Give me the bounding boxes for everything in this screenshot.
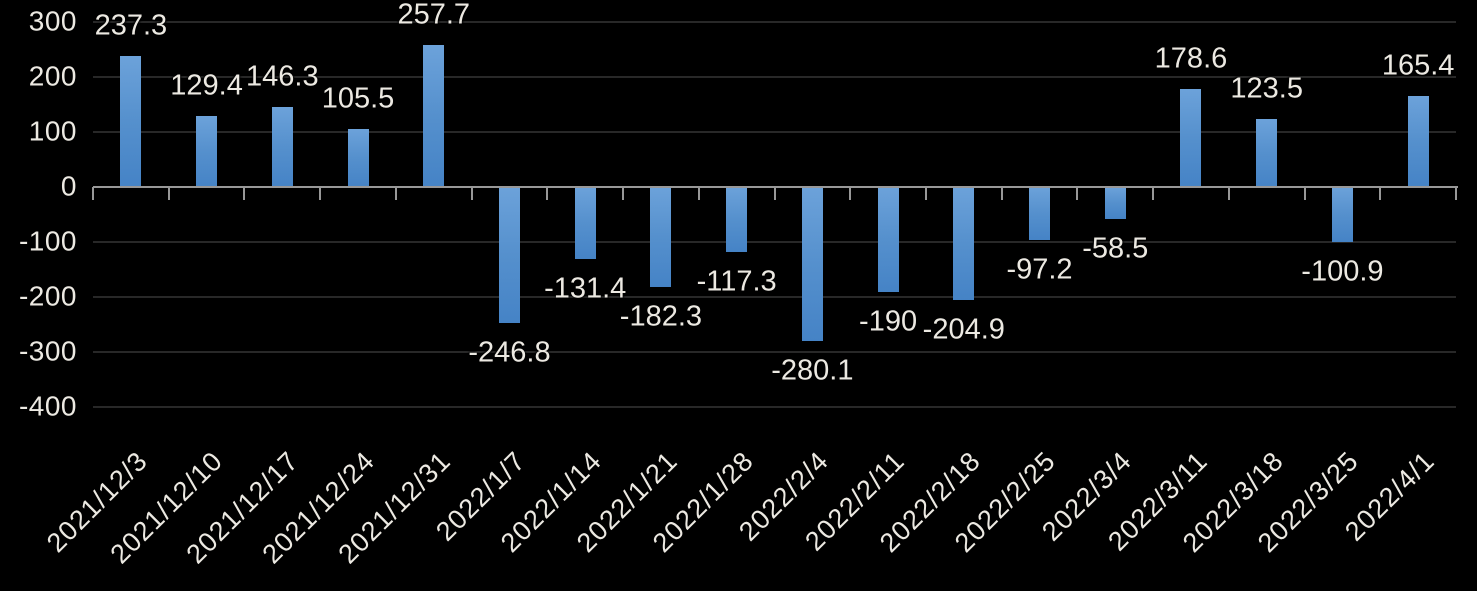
bar [423,45,445,187]
y-axis-label: 300 [28,5,77,37]
x-axis-tick [470,187,473,200]
x-axis-tick [319,187,322,200]
gridline [93,351,1456,353]
bar [1407,96,1429,187]
bar-value-label: 146.3 [246,60,319,93]
y-axis-label: 200 [28,60,77,92]
bar [1256,119,1278,187]
x-axis-tick [243,187,246,200]
gridline [93,21,1456,23]
bar-value-label: -97.2 [1006,253,1073,286]
bar-value-label: 129.4 [170,69,243,102]
x-axis-tick [167,187,170,200]
bar [347,128,369,187]
bar-value-label: 165.4 [1381,49,1455,82]
x-axis-line [93,186,1458,188]
y-axis-label: -300 [18,335,77,367]
x-axis-tick [1000,187,1003,200]
bar [1104,187,1126,220]
x-axis-tick [849,187,852,200]
bar [196,115,218,187]
x-axis-tick [1152,187,1155,200]
gridline [93,406,1456,408]
y-axis-label: -100 [18,225,77,257]
x-axis-tick [1303,187,1306,200]
y-axis-label: -400 [18,390,77,422]
bar-value-label: 105.5 [321,82,395,115]
bar-value-label: -117.3 [696,265,777,297]
y-axis-label: 0 [60,170,77,202]
bar-value-label: -190 [859,305,918,337]
bar [650,187,672,288]
x-axis-tick [1379,187,1382,200]
x-axis-tick [622,187,625,200]
bar-value-label: -131.4 [544,272,627,305]
y-axis-label: -200 [18,280,77,312]
bar-value-label: -246.8 [468,336,551,369]
gridline [93,76,1456,78]
bar [271,106,293,187]
gridline [93,241,1456,243]
bar-value-label: -182.3 [619,300,703,333]
gridline [93,296,1456,298]
bar-value-label: -280.1 [771,354,854,387]
x-axis-tick [546,187,549,200]
x-axis-tick [1076,187,1079,200]
x-axis-tick [697,187,700,200]
bar-value-label: -58.5 [1082,232,1149,265]
bar [1180,88,1202,187]
bar-value-label: 237.3 [94,9,168,42]
bar [120,56,142,187]
bar-value-label: -100.9 [1301,255,1384,288]
bar-value-label: -204.9 [922,313,1005,346]
bar [801,187,823,342]
bar [1331,187,1353,243]
bar [726,187,748,252]
bar-value-label: 257.7 [397,0,471,31]
x-axis-tick [773,187,776,200]
y-axis-label: 100 [28,115,77,147]
bar [877,187,899,292]
bar-value-label: 178.6 [1154,42,1228,75]
bar-value-label: 123.5 [1230,72,1303,105]
x-axis-tick [924,187,927,200]
gridline [93,131,1456,133]
bar [1029,187,1051,241]
x-axis-tick [394,187,397,200]
x-axis-tick [92,187,94,200]
bar [574,187,596,260]
bar [498,187,520,323]
x-axis-tick [1455,187,1457,200]
bar [953,187,975,300]
x-axis-tick [1227,187,1230,200]
